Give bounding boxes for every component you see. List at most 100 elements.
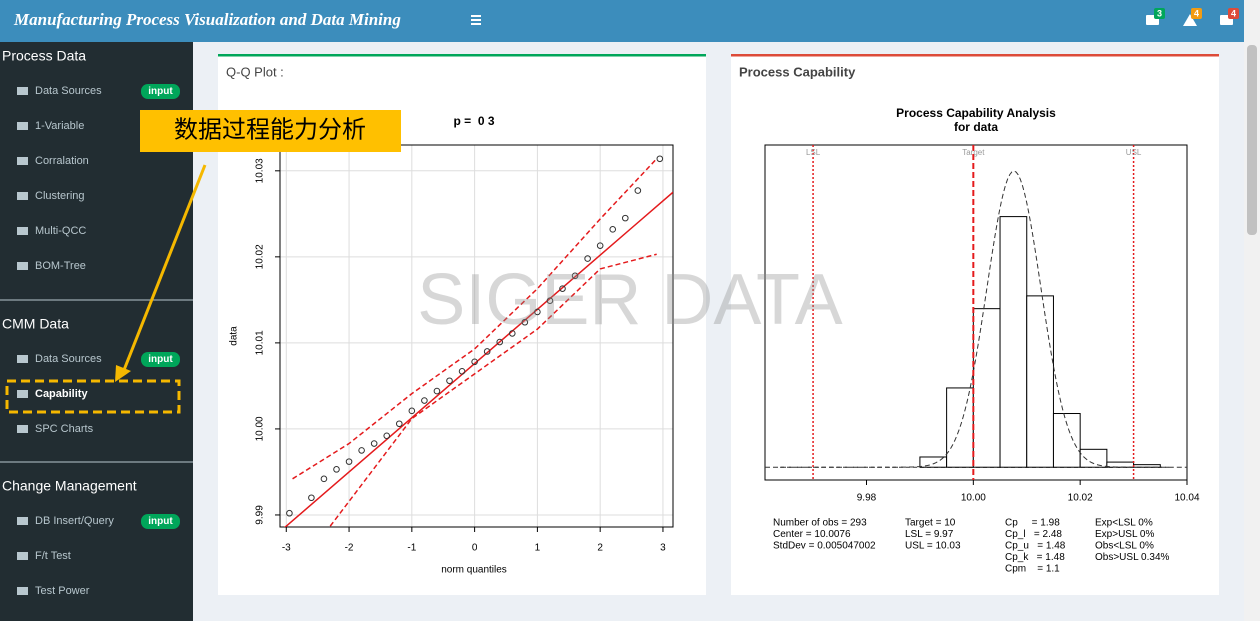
plot-frame: [764, 144, 1188, 481]
data-point: [395, 420, 403, 428]
sidebar-item[interactable]: 1-Variable: [17, 120, 84, 132]
item-label: DB Insert/Query: [35, 515, 114, 527]
item-label: Test Power: [35, 585, 90, 597]
data-point: [458, 367, 466, 375]
sidebar-item[interactable]: Data Sources input: [17, 84, 180, 99]
item-icon: [17, 355, 28, 363]
histogram-bar: [1052, 413, 1081, 468]
item-label: SPC Charts: [35, 423, 94, 435]
y-axis-label: data: [229, 326, 240, 346]
item-label: Multi-QCC: [35, 225, 86, 237]
x-tick-label: -2: [345, 543, 354, 554]
spec-limit-label: LSL: [806, 148, 821, 157]
x-tick-label: 9.98: [857, 493, 877, 504]
sidebar-item[interactable]: F/t Test: [17, 550, 71, 562]
item-icon: [17, 227, 28, 235]
sidebar-item[interactable]: Multi-QCC: [17, 225, 86, 237]
item-label: Capability: [35, 388, 88, 400]
item-icon: [17, 122, 28, 130]
item-label: 1-Variable: [35, 120, 84, 132]
data-point: [584, 255, 591, 262]
item-label: Clustering: [35, 190, 85, 202]
menu-toggle[interactable]: [471, 15, 481, 25]
panel-title: Q-Q Plot :: [226, 64, 284, 79]
item-label: Data Sources: [35, 85, 102, 97]
x-tick-label: 10.04: [1174, 493, 1199, 504]
input-badge: [141, 84, 180, 99]
annotation-arrow: [122, 164, 207, 371]
stat-line: Cp_u = 1.48: [1005, 541, 1066, 552]
confidence-band: [292, 158, 658, 480]
stat-line: Cp_l = 2.48: [1005, 529, 1062, 540]
menu-bar: [471, 23, 481, 25]
reference-line: [284, 191, 673, 527]
app-title: Manufacturing Process Visualization and …: [13, 10, 401, 29]
stat-line: USL = 10.03: [905, 541, 961, 552]
x-tick-label: 0: [472, 543, 478, 554]
x-tick-label: -1: [407, 543, 416, 554]
data-point: [471, 358, 478, 366]
input-badge-label: input: [148, 86, 173, 97]
sidebar-item[interactable]: Test Power: [17, 585, 90, 597]
icon-badge: [1154, 8, 1165, 19]
data-point: [621, 214, 629, 222]
histogram-bar: [972, 308, 1001, 468]
data-point: [320, 475, 328, 483]
sidebar-item[interactable]: Data Sources input: [17, 352, 180, 367]
x-tick-label: 2: [597, 543, 603, 554]
item-icon: [17, 192, 28, 200]
data-point: [370, 440, 378, 447]
data-point: [521, 318, 529, 326]
input-badge-label: input: [148, 354, 173, 365]
plot-title: p = 0 3: [453, 114, 494, 128]
sidebar-item[interactable]: SPC Charts: [17, 423, 94, 435]
item-label: BOM-Tree: [35, 260, 86, 272]
data-point: [609, 226, 617, 233]
data-point: [308, 494, 315, 502]
annotation-box: [140, 110, 401, 152]
data-point: [421, 397, 428, 404]
data-point: [408, 407, 416, 415]
annotation-text: 数据过程能力分析: [174, 116, 366, 143]
sidebar-section-title: CMM Data: [2, 316, 69, 332]
stat-line: StdDev = 0.005047002: [773, 541, 876, 552]
icon-badge: [1228, 8, 1239, 19]
item-icon: [17, 425, 28, 433]
header-icon[interactable]: 4: [1220, 8, 1239, 25]
stat-line: Obs>USL 0.34%: [1095, 552, 1170, 563]
data-point: [634, 187, 642, 194]
x-tick-label: -3: [282, 543, 291, 554]
stat-line: Target = 10: [905, 518, 956, 529]
data-point: [286, 509, 293, 517]
icon-badge: [1191, 8, 1202, 19]
spec-limit-label: Target: [962, 148, 985, 157]
y-tick-label: 9.99: [255, 505, 266, 525]
sidebar-item[interactable]: Clustering: [17, 190, 85, 202]
sidebar-item[interactable]: Corralation: [17, 155, 89, 167]
y-tick-label: 10.00: [255, 416, 266, 441]
header-icon[interactable]: 3: [1146, 8, 1165, 25]
input-badge: [141, 514, 180, 529]
menu-bar: [471, 15, 481, 17]
scrollbar-thumb[interactable]: [1247, 45, 1257, 235]
item-icon: [17, 587, 28, 595]
item-icon: [17, 262, 28, 270]
stat-line: Exp>USL 0%: [1095, 529, 1154, 540]
input-badge: [141, 352, 180, 367]
item-icon: [17, 87, 28, 95]
sidebar-section-title: Process Data: [2, 48, 86, 64]
sidebar-item[interactable]: DB Insert/Query input: [17, 514, 180, 529]
sidebar-item[interactable]: Capability: [17, 388, 88, 400]
icon-badge-count: 4: [1194, 8, 1199, 18]
panel-title: Process Capability: [739, 64, 856, 79]
header-icon[interactable]: 4: [1183, 8, 1202, 26]
sidebar-item[interactable]: BOM-Tree: [17, 260, 86, 272]
stat-line: Obs<LSL 0%: [1095, 541, 1154, 552]
x-tick-label: 10.00: [961, 493, 986, 504]
plot-frame: [279, 144, 674, 528]
watermark: SIGER DATA: [417, 260, 842, 340]
data-point: [596, 242, 604, 249]
normal-curve: [765, 170, 1187, 468]
data-point: [546, 297, 554, 305]
